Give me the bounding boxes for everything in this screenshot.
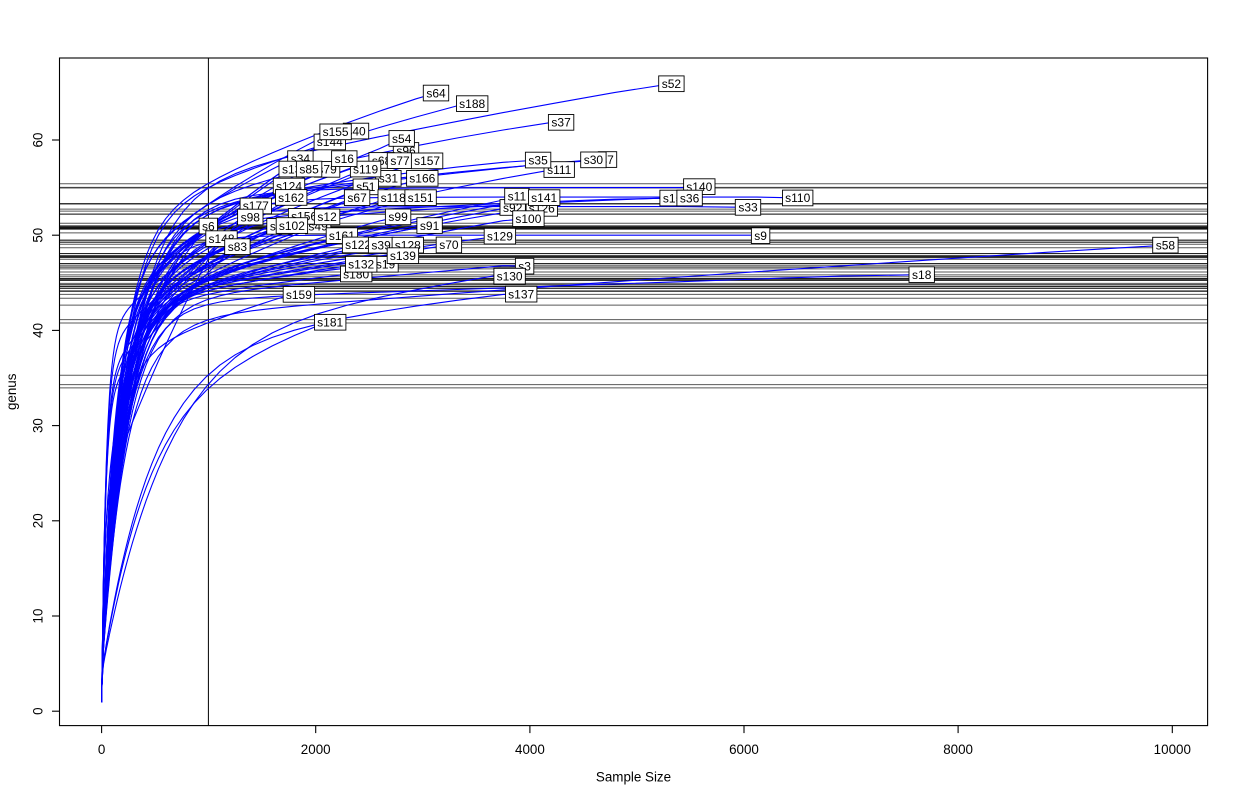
svg-text:s67: s67 bbox=[347, 191, 367, 205]
svg-text:s83: s83 bbox=[228, 240, 248, 254]
svg-text:s99: s99 bbox=[388, 210, 408, 224]
svg-text:s102: s102 bbox=[279, 219, 305, 233]
svg-text:60: 60 bbox=[31, 133, 46, 148]
svg-text:s155: s155 bbox=[323, 125, 349, 139]
svg-text:2000: 2000 bbox=[301, 742, 331, 757]
svg-text:s98: s98 bbox=[241, 210, 261, 224]
svg-text:s30: s30 bbox=[584, 153, 604, 167]
svg-text:s11: s11 bbox=[508, 190, 527, 204]
svg-text:s162: s162 bbox=[278, 191, 304, 205]
svg-text:30: 30 bbox=[31, 418, 46, 433]
svg-text:s64: s64 bbox=[426, 86, 446, 100]
svg-text:s39: s39 bbox=[371, 239, 391, 253]
svg-text:s77: s77 bbox=[390, 154, 410, 168]
svg-text:s141: s141 bbox=[531, 191, 557, 205]
svg-text:s35: s35 bbox=[528, 153, 548, 167]
svg-text:10: 10 bbox=[31, 609, 46, 624]
svg-text:s85: s85 bbox=[299, 162, 319, 176]
svg-text:s9: s9 bbox=[754, 229, 767, 243]
svg-text:10000: 10000 bbox=[1154, 742, 1191, 757]
svg-text:0: 0 bbox=[98, 742, 105, 757]
svg-text:s188: s188 bbox=[459, 97, 485, 111]
svg-text:6000: 6000 bbox=[729, 742, 759, 757]
svg-text:s37: s37 bbox=[551, 116, 571, 130]
svg-text:s31: s31 bbox=[379, 172, 399, 186]
svg-text:s130: s130 bbox=[497, 270, 523, 284]
svg-text:s111: s111 bbox=[547, 163, 572, 177]
svg-text:s132: s132 bbox=[348, 258, 374, 272]
svg-text:s52: s52 bbox=[662, 77, 682, 91]
svg-text:s110: s110 bbox=[785, 191, 810, 205]
svg-text:20: 20 bbox=[31, 513, 46, 528]
svg-text:s129: s129 bbox=[487, 230, 513, 244]
svg-text:s16: s16 bbox=[335, 152, 355, 166]
svg-text:50: 50 bbox=[31, 228, 46, 243]
svg-text:0: 0 bbox=[31, 707, 46, 714]
svg-text:s139: s139 bbox=[390, 249, 416, 263]
svg-text:4000: 4000 bbox=[515, 742, 545, 757]
svg-text:s100: s100 bbox=[515, 212, 541, 226]
svg-text:s119: s119 bbox=[353, 162, 378, 176]
svg-text:s157: s157 bbox=[414, 154, 440, 168]
svg-text:s58: s58 bbox=[1156, 239, 1176, 253]
svg-text:s18: s18 bbox=[912, 268, 932, 282]
svg-text:s54: s54 bbox=[392, 132, 412, 146]
svg-text:s12: s12 bbox=[317, 210, 337, 224]
svg-text:s122: s122 bbox=[345, 238, 371, 252]
svg-text:Sample Size: Sample Size bbox=[596, 770, 671, 785]
svg-text:40: 40 bbox=[31, 323, 46, 338]
svg-text:s70: s70 bbox=[439, 238, 459, 252]
svg-text:s159: s159 bbox=[286, 288, 312, 302]
svg-text:genus: genus bbox=[4, 373, 19, 410]
svg-text:s151: s151 bbox=[408, 191, 434, 205]
svg-text:s91: s91 bbox=[420, 219, 440, 233]
svg-text:s118: s118 bbox=[381, 191, 406, 205]
svg-text:s181: s181 bbox=[317, 316, 343, 330]
svg-text:8000: 8000 bbox=[943, 742, 973, 757]
svg-text:s6: s6 bbox=[202, 219, 215, 233]
svg-text:s33: s33 bbox=[738, 201, 758, 215]
svg-text:s137: s137 bbox=[508, 288, 534, 302]
svg-text:s166: s166 bbox=[409, 172, 435, 186]
svg-text:s36: s36 bbox=[680, 191, 700, 205]
